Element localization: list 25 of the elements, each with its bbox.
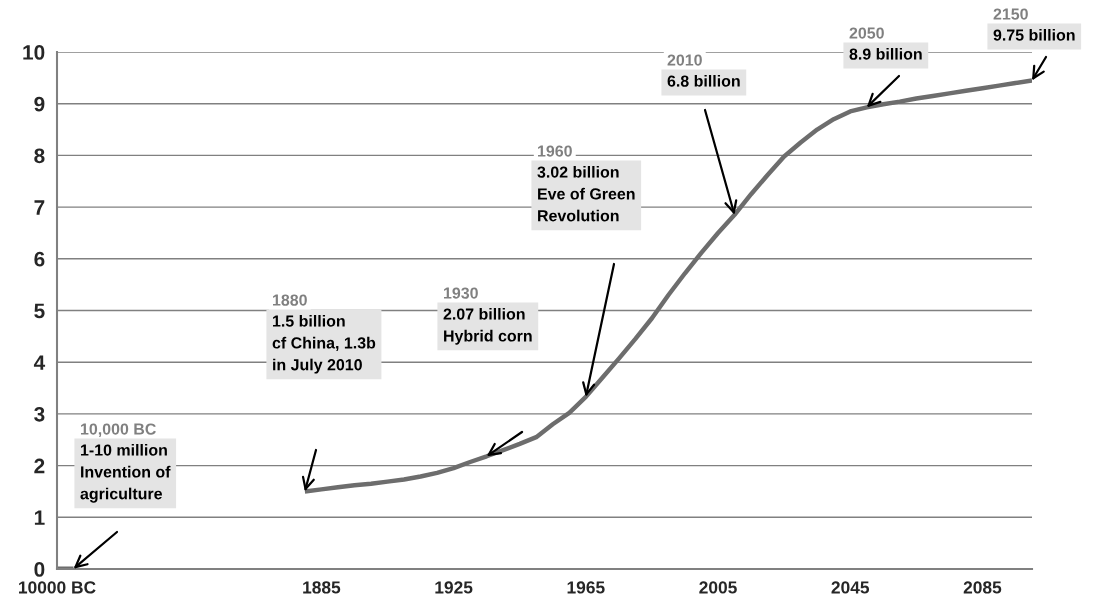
- x-tick-label: 2085: [963, 581, 1002, 594]
- annotation: 2050 8.9 billion: [849, 27, 922, 60]
- text: 2150 9.75 billion: [993, 8, 1075, 41]
- x-tick-label: 1885: [303, 581, 341, 594]
- y-tick-label: 10: [23, 45, 45, 60]
- x-tick-label: 1925: [435, 581, 473, 594]
- x-tick-label: 2005: [699, 581, 737, 594]
- annotation: 1880 1.5 billion cf China, 1.3b in July 2010: [272, 294, 376, 374]
- annotation: 1930 2.07 billion Hybrid corn: [443, 287, 532, 345]
- y-tick-label: 1: [34, 510, 45, 525]
- x-tick-label: 2045: [831, 581, 870, 594]
- annotation: 10,000 BC 1-10 million Invention of agriculture: [80, 423, 171, 503]
- y-tick-label: 3: [34, 406, 45, 422]
- y-tick-label: 8: [34, 148, 45, 164]
- y-tick-label: 7: [34, 200, 45, 215]
- y-tick-label: 2: [34, 458, 45, 474]
- y-tick-label: 4: [33, 355, 46, 370]
- annotation: 1960 3.02 billion Eve of Green Revolution: [537, 145, 635, 222]
- y-tick-label: 0: [34, 562, 45, 577]
- annotation: 2010 6.8 billion: [667, 54, 740, 87]
- x-tick-label: 10000 BC: [19, 581, 96, 594]
- y-tick-label: 5: [34, 303, 45, 319]
- y-tick-label: 6: [34, 251, 45, 267]
- x-tick-label: 1965: [567, 581, 605, 594]
- y-tick-label: 9: [34, 96, 45, 112]
